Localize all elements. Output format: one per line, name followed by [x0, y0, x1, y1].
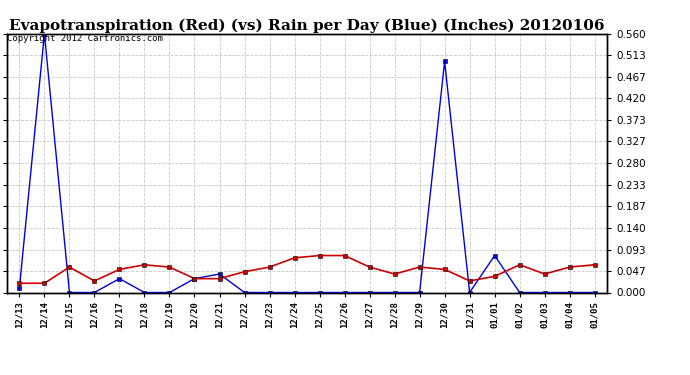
Text: Copyright 2012 Cartronics.com: Copyright 2012 Cartronics.com	[7, 34, 163, 43]
Title: Evapotranspiration (Red) (vs) Rain per Day (Blue) (Inches) 20120106: Evapotranspiration (Red) (vs) Rain per D…	[9, 18, 605, 33]
